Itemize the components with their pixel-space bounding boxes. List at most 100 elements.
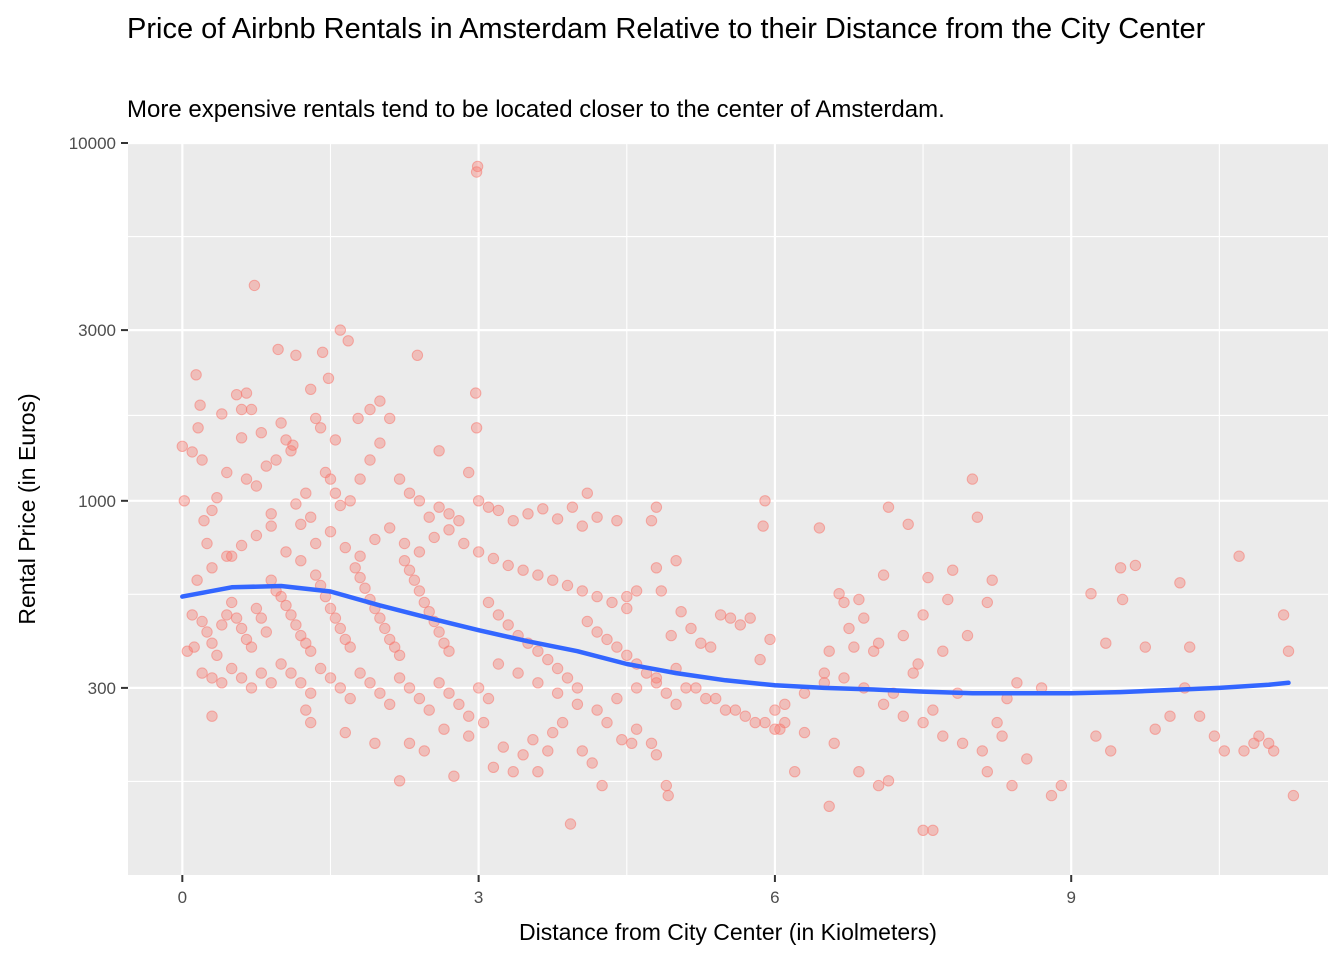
data-point: [364, 677, 376, 689]
axis-ticks: 0 3 6 9 300 1000 3000 10000: [69, 134, 1076, 907]
data-point: [470, 387, 482, 399]
data-point: [470, 422, 483, 434]
data-point: [250, 529, 263, 542]
data-point: [305, 383, 317, 395]
data-point: [591, 704, 603, 716]
data-point: [700, 692, 712, 705]
data-point: [976, 745, 988, 757]
data-point: [275, 417, 287, 429]
data-point: [492, 504, 505, 517]
data-point: [1105, 745, 1117, 757]
data-point: [316, 346, 329, 358]
data-point: [423, 511, 435, 523]
data-point: [235, 622, 248, 635]
data-point: [403, 487, 416, 499]
data-point: [591, 590, 603, 603]
x-axis-title: Distance from City Center (in Kiolmeters…: [519, 919, 937, 945]
data-point: [384, 522, 396, 534]
data-point: [564, 818, 577, 830]
data-point: [221, 550, 233, 562]
data-point: [1045, 789, 1058, 802]
data-point: [882, 501, 895, 513]
data-point: [272, 343, 284, 356]
data-point: [877, 698, 890, 710]
data-point: [196, 667, 208, 679]
data-point: [443, 687, 455, 699]
data-point: [354, 473, 366, 485]
data-point: [591, 511, 603, 523]
data-point: [581, 487, 593, 499]
data-point: [178, 495, 191, 507]
x-tick-label: 6: [770, 888, 779, 907]
data-point: [295, 677, 307, 689]
data-point: [463, 466, 475, 479]
data-point: [917, 824, 929, 836]
data-point: [324, 473, 337, 485]
data-point: [645, 737, 658, 749]
data-point: [1085, 588, 1097, 600]
data-point: [398, 537, 411, 550]
data-point: [472, 682, 485, 694]
data-point: [198, 515, 210, 527]
data-point: [265, 677, 277, 689]
chart-subtitle: More expensive rentals tend to be locate…: [127, 96, 945, 123]
data-point: [255, 612, 267, 624]
data-point: [329, 612, 342, 624]
x-tick-label: 0: [178, 888, 187, 907]
data-point: [660, 779, 672, 792]
data-point: [275, 590, 287, 603]
data-point: [339, 726, 351, 739]
data-point: [423, 704, 435, 716]
data-point: [662, 789, 674, 802]
data-point: [300, 487, 312, 499]
data-point: [897, 629, 909, 642]
data-point: [374, 437, 386, 449]
data-point: [438, 723, 450, 735]
y-tick-label: 1000: [78, 492, 116, 511]
data-point: [433, 445, 445, 457]
data-point: [403, 564, 416, 576]
data-point: [403, 682, 416, 694]
data-point: [443, 508, 455, 520]
y-tick-label: 10000: [69, 134, 116, 153]
data-point: [314, 662, 327, 675]
data-point: [403, 737, 416, 749]
data-point: [344, 495, 356, 507]
data-point: [759, 495, 771, 507]
data-point: [917, 609, 929, 621]
data-point: [329, 487, 342, 499]
data-point: [260, 460, 272, 472]
data-point: [596, 779, 608, 792]
data-point: [250, 480, 263, 492]
plot-panel: [128, 143, 1328, 875]
data-point: [230, 612, 243, 624]
data-point: [369, 533, 381, 546]
data-point: [471, 160, 484, 173]
data-point: [334, 499, 346, 512]
data-point: [927, 824, 939, 836]
data-point: [739, 710, 751, 722]
data-point: [497, 741, 509, 753]
data-point: [527, 734, 539, 746]
data-point: [547, 574, 559, 586]
data-point: [310, 537, 322, 550]
data-point: [512, 667, 524, 679]
data-point: [986, 574, 998, 586]
data-point: [566, 501, 579, 513]
data-point: [907, 667, 919, 679]
data-point: [798, 726, 811, 739]
data-point: [966, 473, 979, 485]
data-point: [537, 503, 549, 515]
data-point: [621, 602, 633, 615]
data-point: [611, 641, 623, 653]
data-point: [482, 596, 495, 609]
data-point: [235, 403, 248, 416]
data-point: [413, 692, 426, 705]
data-point: [650, 501, 663, 513]
data-point: [265, 508, 277, 520]
data-point: [838, 672, 850, 684]
data-point: [310, 569, 322, 581]
data-point: [221, 466, 233, 479]
data-point: [344, 641, 356, 653]
data-point: [413, 585, 426, 597]
